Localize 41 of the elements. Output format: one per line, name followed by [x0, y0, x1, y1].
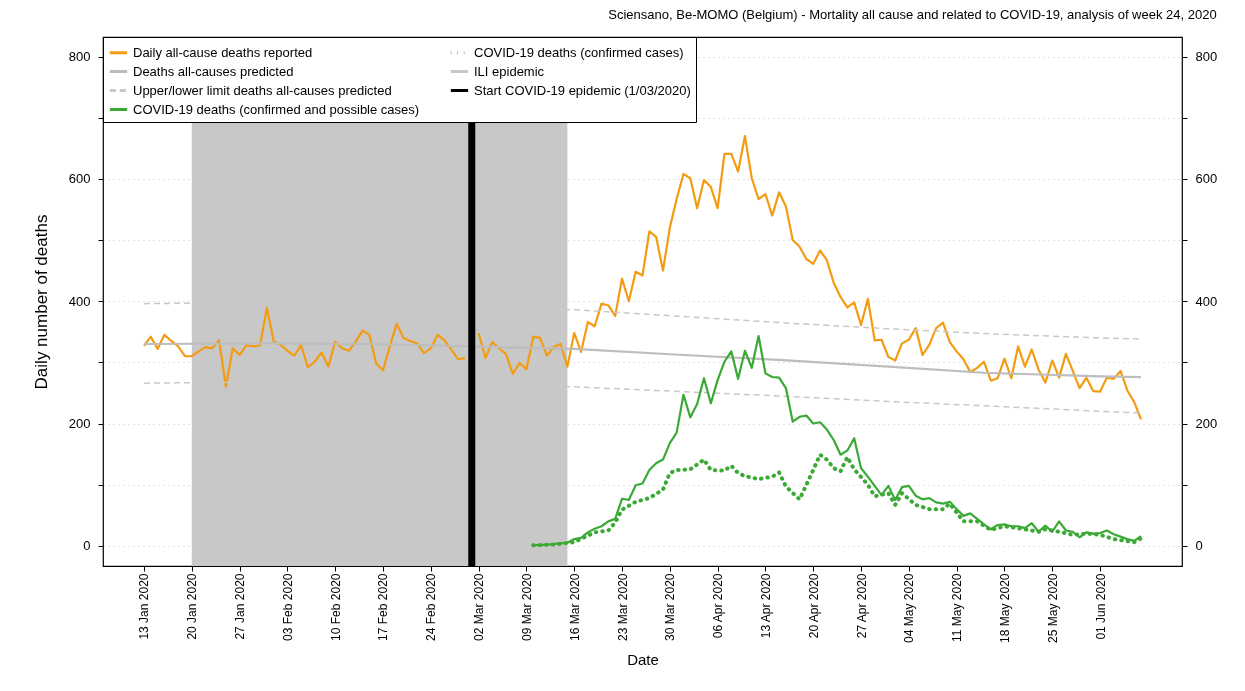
legend-label: Deaths all-causes predicted: [133, 63, 294, 79]
x-tick-label: 18 May 2020: [997, 573, 1012, 643]
x-tick-label: 13 Apr 2020: [758, 573, 773, 639]
y-axis-title: Daily number of deaths: [31, 214, 51, 390]
legend-label: COVID-19 deaths (confirmed and possible cases): [133, 101, 420, 117]
x-tick-label: 17 Feb 2020: [376, 573, 391, 641]
x-tick-label: 20 Apr 2020: [806, 573, 821, 639]
x-tick-label: 16 Mar 2020: [567, 573, 582, 641]
legend-label: Upper/lower limit deaths all-causes predicted: [133, 82, 392, 98]
x-tick-label: 20 Jan 2020: [185, 573, 200, 640]
y2-tick-label: 400: [1195, 293, 1218, 309]
x-tick-label: 02 Mar 2020: [472, 573, 487, 641]
y-tick-label: 200: [68, 416, 91, 432]
x-tick-label: 24 Feb 2020: [424, 573, 439, 641]
y-tick-label: 400: [68, 293, 91, 309]
y-tick-label: 600: [68, 171, 91, 187]
legend-label: Daily all-cause deaths reported: [133, 44, 313, 60]
ref-line-label: Start COVID-19 epidemic (1/03/2020): [474, 82, 691, 98]
y2-tick-label: 600: [1195, 171, 1218, 187]
x-tick-label: 27 Jan 2020: [233, 573, 248, 640]
x-tick-label: 10 Feb 2020: [328, 573, 343, 641]
chart-title: Sciensano, Be-MOMO (Belgium) - Mortality all cause and related to COVID-19, analysis of week 24, 2020: [608, 6, 1217, 22]
x-tick-label: 30 Mar 2020: [663, 573, 678, 641]
x-tick-label: 04 May 2020: [902, 573, 917, 643]
x-axis-title: Date: [627, 650, 659, 668]
legend-label: COVID-19 deaths (confirmed cases): [474, 44, 684, 60]
x-tick-label: 01 Jun 2020: [1093, 573, 1108, 640]
y2-tick-label: 0: [1195, 538, 1203, 554]
x-tick-label: 27 Apr 2020: [854, 573, 869, 639]
x-tick-label: 23 Mar 2020: [615, 573, 630, 641]
y-tick-label: 0: [83, 538, 91, 554]
y2-tick-label: 200: [1195, 416, 1218, 432]
x-tick-label: 11 May 2020: [950, 573, 965, 642]
band-label: ILI epidemic: [474, 63, 545, 79]
x-tick-label: 09 Mar 2020: [519, 573, 534, 641]
x-tick-label: 25 May 2020: [1045, 573, 1060, 643]
y-tick-label: 800: [68, 49, 91, 65]
x-tick-label: 06 Apr 2020: [711, 573, 726, 639]
y2-tick-label: 800: [1195, 49, 1218, 65]
x-tick-label: 03 Feb 2020: [280, 573, 295, 641]
x-tick-label: 13 Jan 2020: [137, 573, 152, 640]
